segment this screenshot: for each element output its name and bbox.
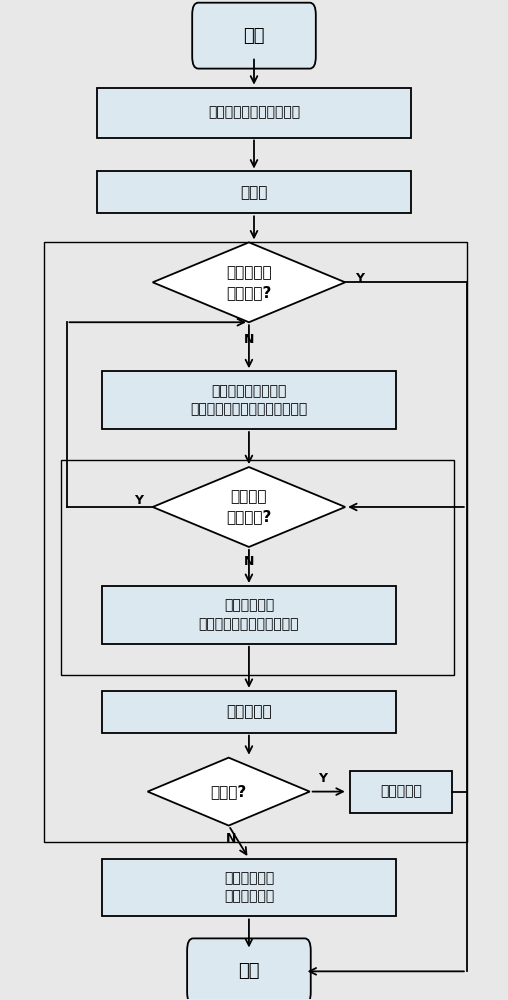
Text: N: N <box>244 333 254 346</box>
Polygon shape <box>148 758 310 826</box>
Text: 多项式采样: 多项式采样 <box>380 785 422 799</box>
Text: 求取样本均值
获得状态估计: 求取样本均值 获得状态估计 <box>224 871 274 904</box>
Text: Y: Y <box>318 772 327 785</box>
Text: 确定似然函数
进行重要性权值的迭代更新: 确定似然函数 进行重要性权值的迭代更新 <box>199 599 299 631</box>
Text: 建立状态方程和观测方程: 建立状态方程和观测方程 <box>208 106 300 120</box>
Text: N: N <box>244 555 254 568</box>
FancyBboxPatch shape <box>192 3 316 69</box>
Bar <box>61 460 454 675</box>
Bar <box>102 859 396 916</box>
Text: Y: Y <box>355 272 364 285</box>
Bar <box>97 171 411 213</box>
Text: 确定重要性密度函数
采样产生粒子，进行状态的预测: 确定重要性密度函数 采样产生粒子，进行状态的预测 <box>190 384 307 416</box>
Bar <box>350 771 452 813</box>
Text: 重采样?: 重采样? <box>210 784 247 799</box>
Text: Y: Y <box>135 493 144 506</box>
Text: 归一化权值: 归一化权值 <box>226 704 272 719</box>
Text: 开始: 开始 <box>243 27 265 45</box>
Text: N: N <box>226 832 236 845</box>
Bar <box>102 691 396 733</box>
Text: 所有粒子
处理完毕?: 所有粒子 处理完毕? <box>226 490 272 524</box>
Text: 退出: 退出 <box>238 962 260 980</box>
Bar <box>102 371 396 429</box>
FancyBboxPatch shape <box>187 938 311 1000</box>
Text: 所有距离门
处理完毕?: 所有距离门 处理完毕? <box>226 265 272 300</box>
Bar <box>44 242 467 842</box>
Bar <box>102 586 396 644</box>
Text: 初始化: 初始化 <box>240 185 268 200</box>
Polygon shape <box>153 242 345 322</box>
Bar <box>97 88 411 138</box>
Polygon shape <box>153 467 345 547</box>
